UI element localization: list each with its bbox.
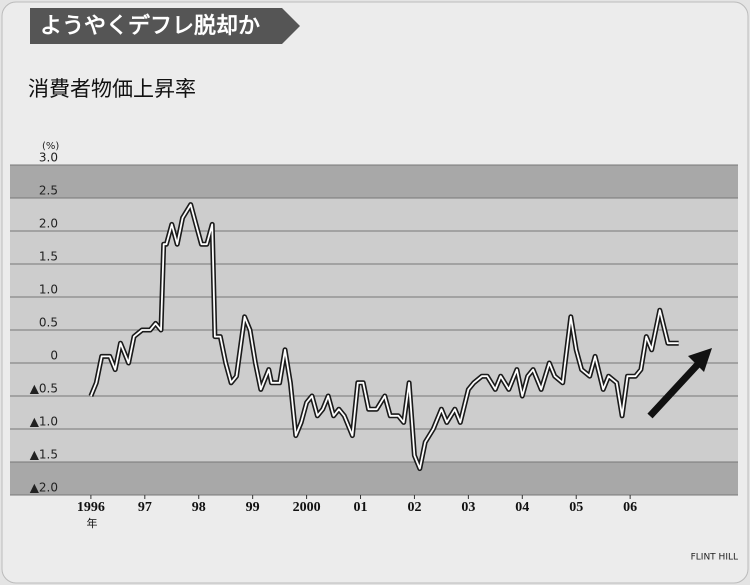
y-tick-label: ▲2.0 bbox=[30, 481, 58, 495]
x-tick-label: 2000 bbox=[293, 500, 321, 515]
x-tick-label: 01 bbox=[354, 500, 368, 515]
y-tick-label: ▲1.5 bbox=[30, 448, 58, 462]
x-tick-label: 04 bbox=[515, 500, 529, 515]
credit: FLINT HILL bbox=[691, 553, 738, 563]
trend-arrow-head bbox=[688, 348, 712, 372]
y-unit: (%) bbox=[42, 141, 59, 152]
y-tick-label: ▲0.5 bbox=[30, 382, 58, 396]
chart-subtitle: 消費者物価上昇率 bbox=[28, 77, 196, 101]
chart-title: ようやくデフレ脱却か bbox=[40, 13, 260, 39]
x-tick-label: 03 bbox=[461, 500, 475, 515]
x-unit: 年 bbox=[87, 516, 98, 530]
x-tick-label: 99 bbox=[246, 500, 260, 515]
y-tick-label: 0.5 bbox=[39, 316, 58, 330]
band bbox=[10, 165, 738, 198]
y-tick-label: 0 bbox=[50, 349, 58, 363]
data-line-highlight bbox=[90, 203, 679, 470]
plot: 3.0 2.5 2.0 1.5 1.0 0.5 0 ▲0.5 ▲1.0 ▲1.5 ▲2.0 1996 9… bbox=[10, 151, 738, 515]
y-tick-label: 3.0 bbox=[39, 151, 58, 165]
x-tick-label: 97 bbox=[138, 500, 152, 515]
y-tick-label: 2.5 bbox=[39, 184, 58, 198]
x-tick-label: 1996 bbox=[77, 500, 105, 515]
y-tick-label: 1.0 bbox=[39, 283, 58, 297]
title-box bbox=[30, 8, 300, 44]
x-tick-label: 02 bbox=[407, 500, 421, 515]
trend-arrow bbox=[647, 359, 703, 419]
y-tick-label: ▲1.0 bbox=[30, 415, 58, 429]
y-tick-label: 1.5 bbox=[39, 250, 58, 264]
y-tick-label: 2.0 bbox=[39, 217, 58, 231]
x-tick-label: 05 bbox=[569, 500, 583, 515]
x-tick-label: 06 bbox=[623, 500, 637, 515]
band bbox=[10, 462, 738, 495]
x-tick-label: 98 bbox=[192, 500, 206, 515]
